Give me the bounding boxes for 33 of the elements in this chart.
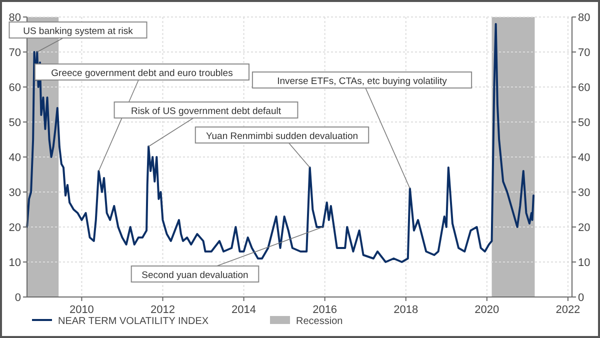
- annotation: Second yuan devaluation: [142, 270, 248, 281]
- x-tick-label: 2020: [474, 304, 500, 316]
- y-tick-label: 70: [8, 47, 21, 59]
- legend-label: NEAR TERM VOLATILITY INDEX: [58, 316, 209, 327]
- y-tick-label: 10: [8, 257, 21, 269]
- y2-tick-label: 80: [578, 12, 590, 24]
- y2-tick-label: 60: [578, 82, 590, 94]
- x-tick-label: 2010: [69, 304, 94, 316]
- annotation: Risk of US government debt default: [131, 106, 282, 117]
- y2-tick-label: 40: [578, 152, 590, 164]
- annotation: Yuan Renmimbi sudden devaluation: [206, 131, 358, 142]
- annotation: Inverse ETFs, CTAs, etc buying volatility: [277, 76, 448, 87]
- annotation: US banking system at risk: [23, 26, 134, 37]
- y-tick-label: 20: [8, 222, 21, 234]
- y2-tick-label: 70: [578, 47, 590, 59]
- y2-tick-label: 30: [578, 187, 590, 199]
- y-tick-label: 60: [8, 82, 21, 94]
- y2-tick-label: 10: [578, 257, 590, 269]
- y2-tick-label: 50: [578, 117, 590, 129]
- x-tick-label: 2022: [556, 304, 580, 316]
- y-tick-label: 50: [8, 117, 21, 129]
- y2-tick-label: 0: [578, 292, 584, 304]
- x-tick-label: 2012: [150, 304, 175, 316]
- y2-tick-label: 20: [578, 222, 590, 234]
- x-tick-label: 2014: [232, 304, 256, 316]
- x-tick-label: 2016: [312, 304, 338, 316]
- y-tick-label: 0: [14, 292, 21, 304]
- y-tick-label: 30: [8, 187, 21, 199]
- x-tick-label: 2018: [394, 304, 418, 316]
- annotation: Greece government debt and euro troubles: [51, 68, 234, 79]
- y-tick-label: 40: [8, 152, 21, 164]
- legend-label: Recession: [296, 316, 343, 327]
- y-tick-label: 80: [8, 12, 21, 24]
